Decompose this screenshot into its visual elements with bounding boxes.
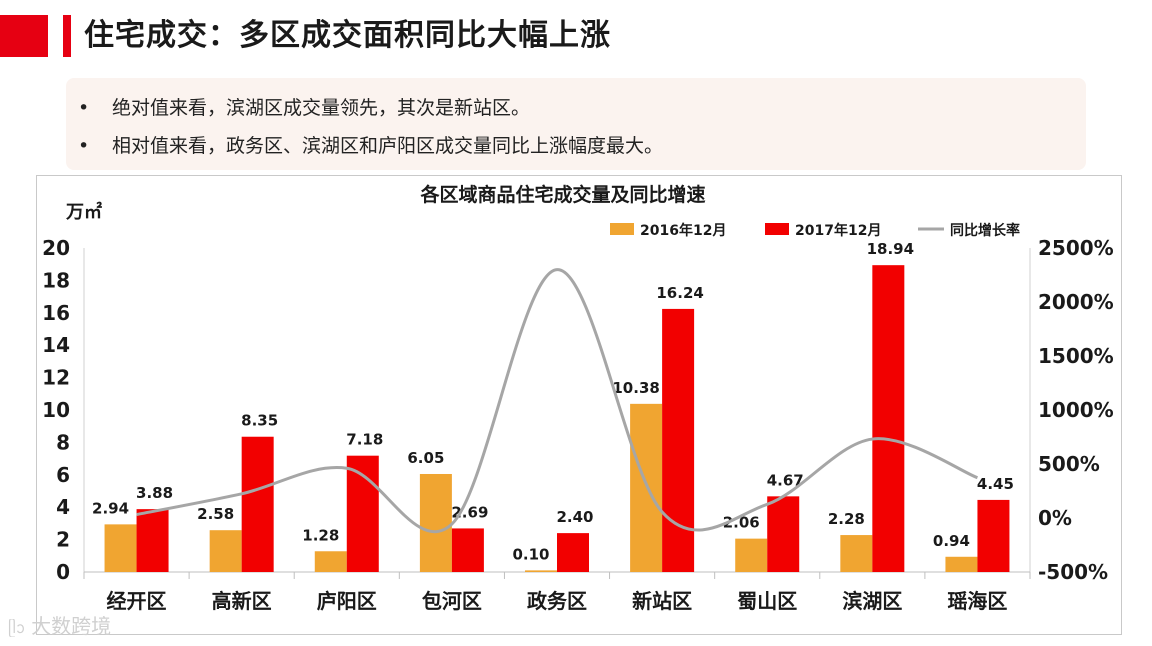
y-tick-label: 6 bbox=[56, 463, 70, 487]
y2-tick-label: 2000% bbox=[1038, 290, 1114, 314]
bar-2016 bbox=[525, 570, 557, 572]
chart-title: 各区域商品住宅成交量及同比增速 bbox=[419, 183, 705, 206]
bar-2016 bbox=[840, 535, 873, 572]
title-accent-block bbox=[0, 15, 48, 57]
y-tick-label: 14 bbox=[42, 333, 70, 357]
watermark: ᥫᩣ 大数跨境 bbox=[8, 610, 111, 642]
y-tick-label: 16 bbox=[42, 301, 70, 325]
legend-swatch-2016 bbox=[610, 223, 634, 235]
legend-label-2016: 2016年12月 bbox=[640, 222, 726, 239]
bar-2016 bbox=[209, 530, 242, 572]
bar-2017 bbox=[767, 496, 800, 572]
y-tick-label: 0 bbox=[56, 560, 70, 584]
x-category-label: 包河区 bbox=[422, 589, 482, 613]
summary-point-text: 相对值来看，政务区、滨湖区和庐阳区成交量同比上涨幅度最大。 bbox=[112, 135, 664, 157]
bar-2017 bbox=[872, 265, 905, 572]
watermark-logo-icon: ᥫᩣ bbox=[8, 618, 26, 637]
data-label-2016: 10.38 bbox=[612, 379, 659, 397]
watermark-text: 大数跨境 bbox=[31, 614, 112, 638]
bar-2017 bbox=[346, 455, 379, 572]
data-label-2016: 2.94 bbox=[92, 499, 129, 517]
data-label-2017: 16.24 bbox=[656, 284, 703, 302]
legend-label-growth: 同比增长率 bbox=[950, 222, 1020, 239]
page-title: 住宅成交：多区成交面积同比大幅上涨 bbox=[84, 18, 611, 53]
y-tick-label: 4 bbox=[56, 495, 70, 519]
bar-2017 bbox=[662, 308, 695, 572]
y-tick-label: 8 bbox=[56, 430, 70, 454]
data-label-2017: 2.40 bbox=[556, 508, 593, 526]
data-label-2017: 4.67 bbox=[767, 471, 804, 489]
x-category-label: 经开区 bbox=[107, 589, 167, 613]
x-category-label: 庐阳区 bbox=[317, 589, 377, 613]
y-tick-label: 12 bbox=[42, 366, 70, 390]
y2-tick-label: 0% bbox=[1038, 506, 1072, 530]
bar-2016 bbox=[735, 538, 768, 572]
data-label-2016: 0.94 bbox=[933, 532, 970, 550]
data-label-2017: 18.94 bbox=[867, 240, 914, 258]
bar-2016 bbox=[314, 551, 347, 572]
data-label-2016: 6.05 bbox=[407, 449, 444, 467]
summary-box: • 绝对值来看，滨湖区成交量领先，其次是新站区。 • 相对值来看，政务区、滨湖区和庐… bbox=[66, 78, 1086, 170]
x-category-label: 滨湖区 bbox=[842, 589, 902, 613]
data-label-2016: 2.28 bbox=[828, 510, 865, 528]
y-tick-label: 2 bbox=[56, 528, 70, 552]
summary-point-2: • 相对值来看，政务区、滨湖区和庐阳区成交量同比上涨幅度最大。 bbox=[78, 132, 663, 160]
bullet-dot: • bbox=[78, 135, 90, 157]
bar-2017 bbox=[136, 509, 169, 572]
bar-2017 bbox=[451, 528, 484, 572]
y2-tick-label: 1500% bbox=[1038, 344, 1114, 368]
x-category-label: 政务区 bbox=[527, 589, 587, 613]
data-label-2016: 1.28 bbox=[302, 526, 339, 544]
bar-2017 bbox=[241, 436, 274, 572]
bar-2016 bbox=[630, 403, 663, 572]
y2-tick-label: 500% bbox=[1038, 452, 1100, 476]
summary-point-1: • 绝对值来看，滨湖区成交量领先，其次是新站区。 bbox=[78, 94, 530, 122]
data-label-2017: 7.18 bbox=[346, 431, 383, 449]
y2-tick-label: -500% bbox=[1038, 560, 1108, 584]
summary-point-text: 绝对值来看，滨湖区成交量领先，其次是新站区。 bbox=[112, 97, 531, 119]
y-tick-label: 10 bbox=[42, 398, 70, 422]
bar-2017 bbox=[977, 499, 1010, 572]
x-category-label: 高新区 bbox=[212, 589, 272, 613]
y-axis-unit-label: 万㎡ bbox=[65, 201, 102, 223]
bar-2016 bbox=[104, 524, 137, 572]
bar-2017 bbox=[557, 533, 589, 572]
y-tick-label: 20 bbox=[42, 236, 70, 260]
y2-tick-label: 2500% bbox=[1038, 236, 1114, 260]
data-label-2017: 3.88 bbox=[136, 484, 173, 502]
bar-2016 bbox=[945, 556, 978, 572]
bullet-dot: • bbox=[78, 97, 90, 119]
bar-2016 bbox=[419, 473, 452, 572]
y2-tick-label: 1000% bbox=[1038, 398, 1114, 422]
data-label-2017: 8.35 bbox=[241, 412, 278, 430]
legend-swatch-2017 bbox=[765, 223, 789, 235]
data-label-2016: 2.58 bbox=[197, 505, 234, 523]
title-accent-bar bbox=[63, 15, 71, 57]
data-label-2016: 2.06 bbox=[723, 514, 760, 532]
chart-frame bbox=[36, 175, 1122, 635]
data-label-2017: 4.45 bbox=[977, 475, 1014, 493]
x-category-label: 瑶海区 bbox=[947, 589, 1007, 613]
data-label-2017: 2.69 bbox=[451, 503, 488, 521]
legend-label-2017: 2017年12月 bbox=[795, 222, 881, 239]
x-category-label: 新站区 bbox=[632, 589, 692, 613]
x-category-label: 蜀山区 bbox=[737, 589, 797, 613]
y-tick-label: 18 bbox=[42, 268, 70, 292]
data-label-2016: 0.10 bbox=[512, 545, 549, 563]
